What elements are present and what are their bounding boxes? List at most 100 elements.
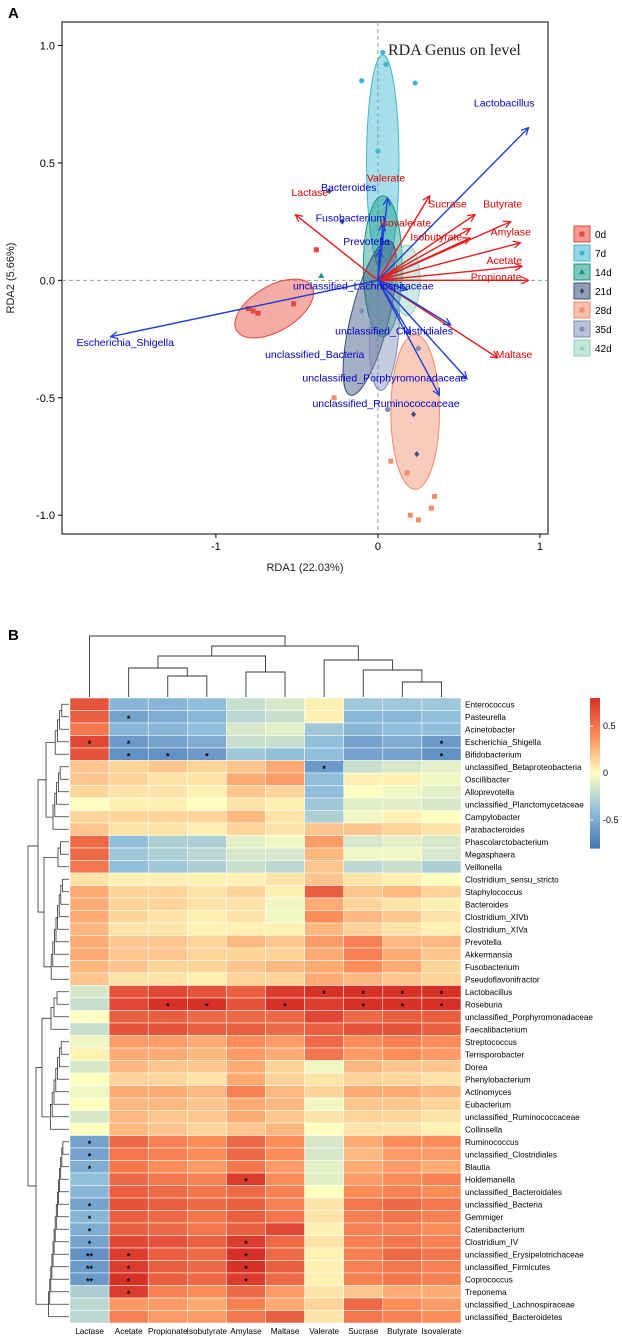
dendrogram-branch xyxy=(60,1041,69,1055)
colorbar-step xyxy=(590,728,600,732)
colorbar-step xyxy=(590,805,600,809)
heatmap-cell xyxy=(265,1022,305,1036)
heatmap-cell xyxy=(108,1297,149,1311)
heatmap-cell xyxy=(421,872,462,886)
heatmap-cell xyxy=(226,760,266,774)
heatmap-grid: ** * ** * * *** * * ** * * * * ********* *** * *** * *** * *… xyxy=(69,697,593,1336)
dendrogram-branch xyxy=(53,997,69,1018)
heatmap-cell xyxy=(304,710,344,724)
colorbar-step xyxy=(590,710,600,714)
ellipse-28d xyxy=(390,333,440,490)
heatmap-cell xyxy=(147,822,188,836)
heatmap-cell xyxy=(69,1297,110,1311)
heatmap-cell xyxy=(265,910,305,924)
heatmap-cell xyxy=(421,1085,462,1099)
heatmap-cell xyxy=(421,760,462,774)
heatmap-cell xyxy=(108,985,149,999)
heatmap-cell xyxy=(304,797,344,811)
col-label-valerate: Valerate xyxy=(309,1327,339,1336)
colorbar-step xyxy=(590,803,600,807)
heatmap-cell xyxy=(226,1185,266,1199)
point-35d xyxy=(415,345,421,352)
legend-marker-21d xyxy=(579,288,585,294)
heatmap-cell xyxy=(187,972,227,986)
heatmap-cell xyxy=(69,1060,110,1074)
heatmap-cell xyxy=(421,1147,462,1161)
heatmap-cell xyxy=(147,1085,188,1099)
heatmap-cell xyxy=(382,797,423,811)
heatmap-cell xyxy=(382,960,423,974)
heatmap-cell xyxy=(147,1072,188,1086)
heatmap-cell xyxy=(187,897,227,911)
heatmap-cell xyxy=(69,835,110,849)
heatmap-cell xyxy=(147,772,188,786)
column-dendrogram xyxy=(89,635,442,697)
heatmap-cell xyxy=(343,797,384,811)
heatmap-cell xyxy=(382,710,423,724)
rda-y-axis-label: RDA2 (5.66%) xyxy=(5,243,17,314)
heatmap-cell xyxy=(108,835,149,849)
heatmap-cell xyxy=(187,760,227,774)
row-label-unclassified-bacteroidetes: unclassified_Bacteroidetes xyxy=(465,1313,562,1322)
heatmap-cell xyxy=(187,797,227,811)
heatmap-cell xyxy=(382,1185,423,1199)
heatmap-cell xyxy=(108,972,149,986)
heatmap-cell xyxy=(226,1110,266,1124)
heatmap-cell xyxy=(265,1110,305,1124)
heatmap-cell xyxy=(382,972,423,986)
heatmap-cell xyxy=(382,735,423,749)
point-7d xyxy=(412,80,418,86)
heatmap-cell xyxy=(147,735,188,749)
significance-mark: * xyxy=(244,1176,248,1186)
row-label-clostridium-iv: Clostridium_IV xyxy=(465,1238,519,1247)
heatmap-cell xyxy=(108,1110,149,1124)
row-label-akkermansia: Akkermansia xyxy=(465,950,513,959)
row-label-ruminococcus: Ruminococcus xyxy=(465,1138,519,1147)
heatmap-cell xyxy=(421,885,462,899)
colorbar-step xyxy=(590,755,600,759)
heatmap-cell xyxy=(69,772,110,786)
heatmap-cell xyxy=(265,1060,305,1074)
colorbar-step xyxy=(590,765,600,769)
heatmap-cell xyxy=(108,860,149,874)
significance-mark: * xyxy=(88,1201,92,1211)
heatmap-cell xyxy=(108,1085,149,1099)
heatmap-cell xyxy=(187,960,227,974)
heatmap-cell xyxy=(108,722,149,736)
row-label-lactobacillus: Lactobacillus xyxy=(465,988,512,997)
heatmap-cell xyxy=(69,697,110,711)
heatmap-cell xyxy=(343,847,384,861)
colorbar-step xyxy=(590,793,600,797)
heatmap-cell xyxy=(69,972,110,986)
genus-label-unclassified-ruminococcaceae: unclassified_Ruminococcaceae xyxy=(312,398,459,410)
row-label-streptococcus: Streptococcus xyxy=(465,1038,517,1047)
heatmap-cell xyxy=(108,1097,149,1111)
heatmap-cell xyxy=(147,760,188,774)
heatmap-cell xyxy=(382,1010,423,1024)
heatmap-cell xyxy=(265,810,305,824)
heatmap-cell xyxy=(147,1122,188,1136)
row-label-terrisporobacter: Terrisporobacter xyxy=(465,1050,524,1059)
heatmap-cell xyxy=(147,1222,188,1236)
heatmap-cell xyxy=(69,1022,110,1036)
dendrogram-branch xyxy=(59,710,69,730)
colorbar-step xyxy=(590,833,600,837)
heatmap-cell xyxy=(147,1185,188,1199)
heatmap-cell xyxy=(382,885,423,899)
heatmap-cell xyxy=(147,835,188,849)
genus-arrow-lactobacillus xyxy=(377,128,529,281)
heatmap-cell xyxy=(304,1260,344,1274)
heatmap-cell xyxy=(226,697,266,711)
heatmap-cell xyxy=(304,1197,344,1211)
colorbar-step xyxy=(590,720,600,724)
heatmap-cell xyxy=(226,1310,266,1324)
heatmap-cell xyxy=(421,860,462,874)
heatmap-cell xyxy=(226,1285,266,1299)
point-28d xyxy=(428,505,434,511)
heatmap-cell xyxy=(147,1147,188,1161)
significance-mark: * xyxy=(401,1001,405,1011)
heatmap-cell xyxy=(226,1085,266,1099)
heatmap-cell xyxy=(108,1210,149,1224)
significance-mark: * xyxy=(127,751,131,761)
